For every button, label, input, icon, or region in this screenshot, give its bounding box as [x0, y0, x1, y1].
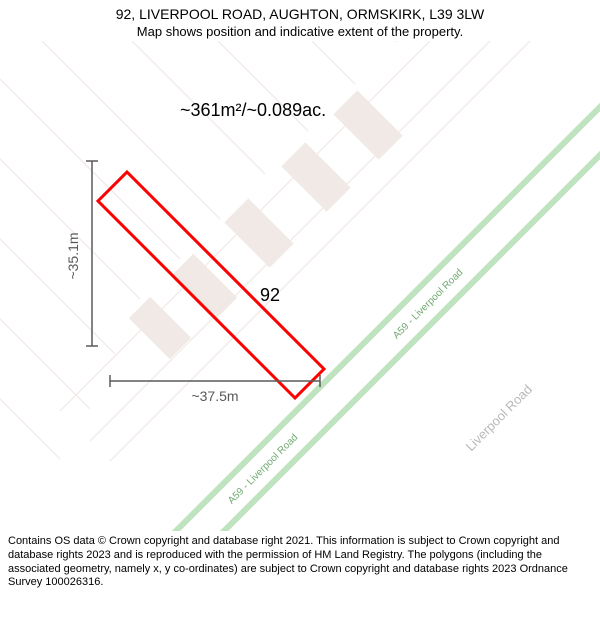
dim-width-label: ~37.5m: [191, 388, 238, 404]
map-container: A59 - Liverpool RoadA59 - Liverpool Road…: [0, 41, 600, 531]
copyright-footer: Contains OS data © Crown copyright and d…: [0, 531, 600, 598]
address-line: 92, LIVERPOOL ROAD, AUGHTON, ORMSKIRK, L…: [8, 6, 592, 22]
area-label: ~361m²/~0.089ac.: [180, 100, 326, 120]
property-map: A59 - Liverpool RoadA59 - Liverpool Road…: [0, 41, 600, 531]
house-number-label: 92: [260, 285, 280, 305]
subtitle-line: Map shows position and indicative extent…: [8, 24, 592, 39]
dim-height-label: ~35.1m: [65, 232, 81, 279]
header: 92, LIVERPOOL ROAD, AUGHTON, ORMSKIRK, L…: [0, 0, 600, 41]
